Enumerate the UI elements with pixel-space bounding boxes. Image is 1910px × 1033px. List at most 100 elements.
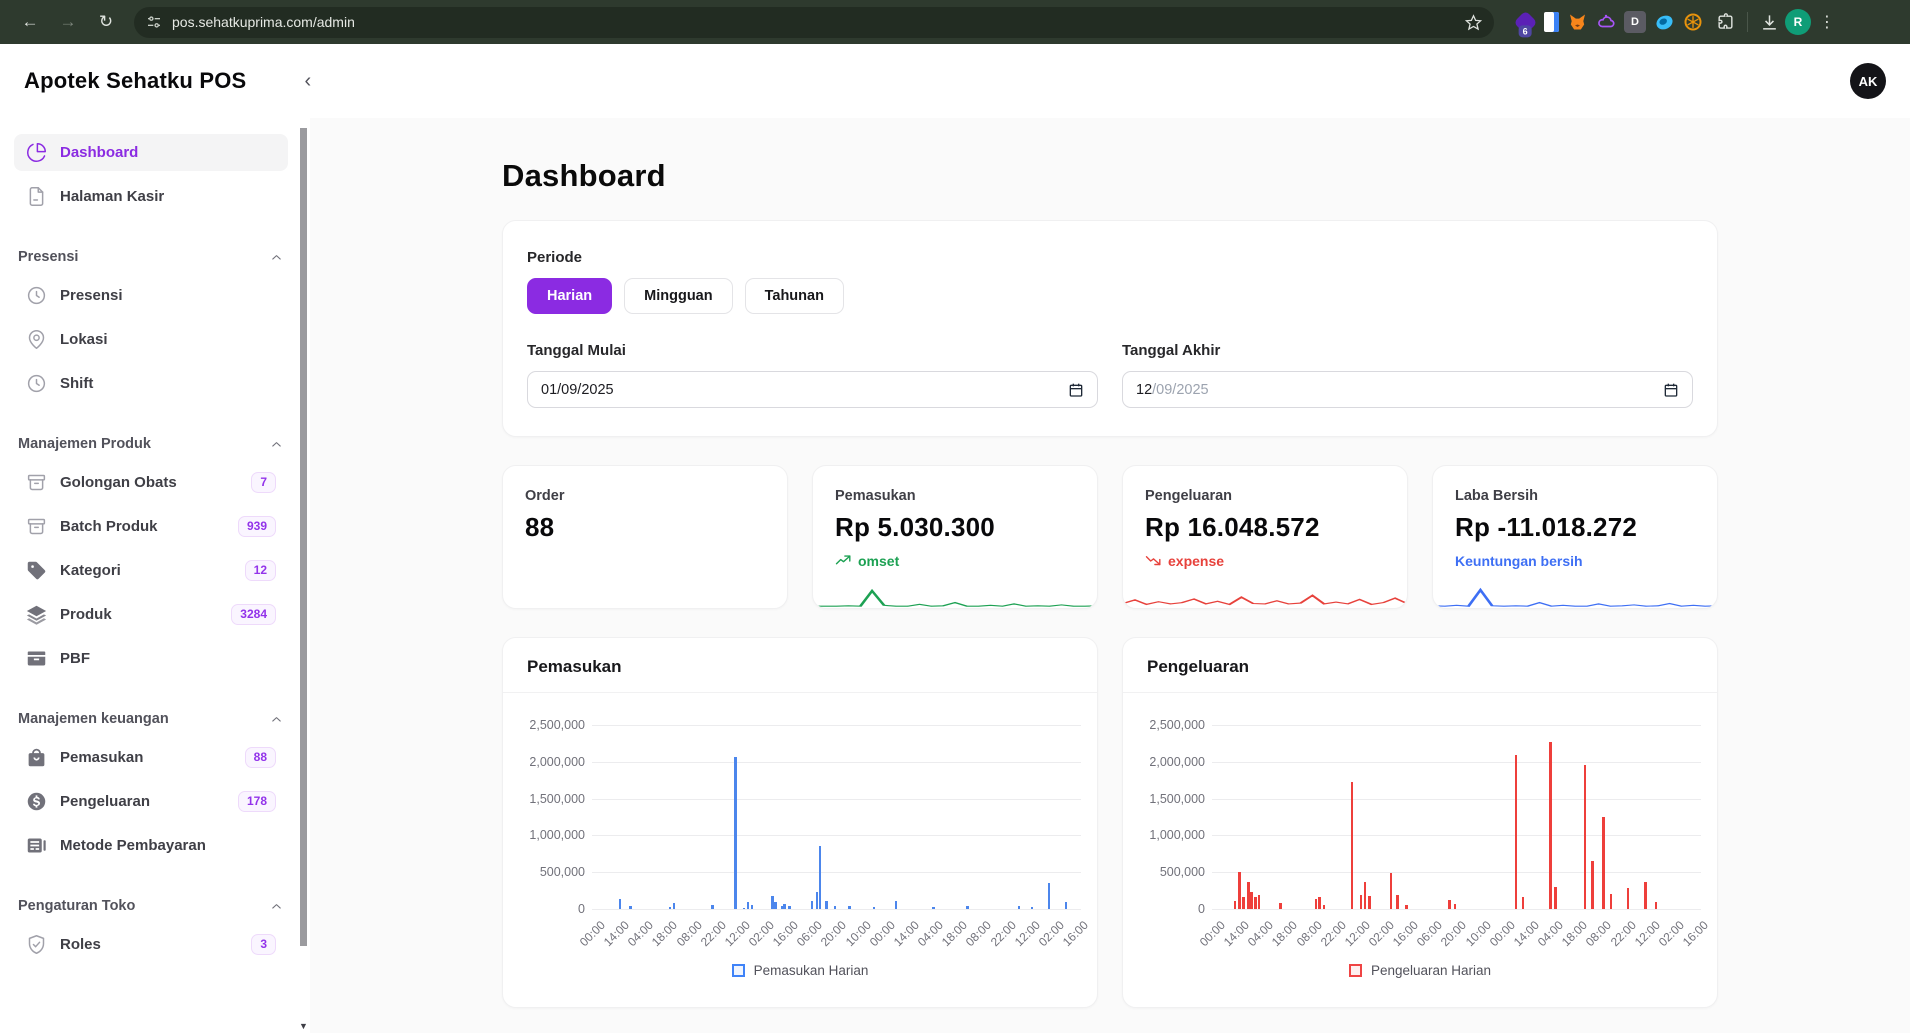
tanggal-akhir-input[interactable]: 12/09/2025 (1122, 371, 1693, 408)
browser-forward-icon[interactable]: → (52, 6, 84, 38)
pemasukan-chart-legend[interactable]: Pemasukan Harian (503, 963, 1097, 978)
count-badge: 12 (245, 560, 276, 580)
bar (1610, 894, 1612, 909)
url-text[interactable]: pos.sehatkuprima.com/admin (172, 14, 1455, 30)
d-letter-extension-icon[interactable]: D (1624, 11, 1646, 33)
y-axis-tick-label: 0 (578, 902, 585, 916)
sparkline (813, 583, 1097, 609)
sidebar-item-kategori[interactable]: Kategori12 (14, 552, 288, 589)
calendar-icon[interactable] (1068, 382, 1084, 398)
period-button-tahunan[interactable]: Tahunan (745, 278, 844, 314)
sidebar-item-label: Shift (60, 375, 276, 392)
chart-title: Pemasukan (503, 638, 1097, 692)
sidebar-item-pbf[interactable]: PBF (14, 640, 288, 677)
bar (1318, 897, 1320, 909)
sidebar-section-presensi[interactable]: Presensi (18, 249, 284, 265)
sidebar-section-manajemen-keuangan[interactable]: Manajemen keuangan (18, 711, 284, 727)
bookmark-star-icon[interactable] (1465, 14, 1482, 31)
period-button-harian[interactable]: Harian (527, 278, 612, 314)
sidebar-item-produk[interactable]: Produk3284 (14, 596, 288, 633)
browser-back-icon[interactable]: ← (14, 6, 46, 38)
chevron-up-icon (269, 899, 284, 914)
sidebar-item-label: Pengeluaran (60, 793, 225, 810)
y-axis-tick-label: 0 (1198, 902, 1205, 916)
download-icon[interactable] (1760, 13, 1779, 32)
clock-icon (26, 285, 47, 306)
extension-badge: 6 (1519, 25, 1532, 37)
stat-value: Rp -11.018.272 (1455, 512, 1695, 543)
sidebar-item-label: Dashboard (60, 144, 276, 161)
period-button-mingguan[interactable]: Mingguan (624, 278, 732, 314)
sparkline (1433, 583, 1717, 609)
browser-profile-avatar[interactable]: R (1785, 9, 1811, 35)
stat-card-laba-bersih: Laba BersihRp -11.018.272Keuntungan bers… (1432, 465, 1718, 609)
x-axis-tick-label: 04:00 (1535, 918, 1566, 949)
x-axis-tick-label: 12:00 (1631, 918, 1662, 949)
address-bar[interactable]: pos.sehatkuprima.com/admin (134, 7, 1494, 38)
sidebar-item-presensi[interactable]: Presensi (14, 277, 288, 314)
gridline (592, 799, 1081, 800)
docs-extension-icon[interactable] (1544, 12, 1559, 32)
x-axis-tick-label: 20:00 (818, 918, 849, 949)
x-axis-tick-label: 20:00 (1438, 918, 1469, 949)
bar (811, 901, 813, 909)
x-axis-tick-label: 08:00 (963, 918, 994, 949)
y-axis-tick-label: 2,500,000 (1149, 718, 1205, 732)
x-axis-tick-label: 18:00 (939, 918, 970, 949)
user-avatar[interactable]: AK (1850, 63, 1886, 99)
sidebar-item-pemasukan[interactable]: Pemasukan88 (14, 739, 288, 776)
stat-value: 88 (525, 512, 765, 543)
scrollbar-thumb[interactable] (300, 128, 307, 946)
kebab-menu-icon[interactable]: ⋮ (1819, 12, 1835, 32)
date-value: 12/09/2025 (1136, 382, 1663, 398)
puzzle-extensions-icon[interactable] (1716, 13, 1735, 32)
honeycomb-extension-icon[interactable] (1682, 11, 1704, 33)
x-axis-tick-label: 16:00 (770, 918, 801, 949)
stat-label: Pengeluaran (1145, 488, 1385, 504)
sidebar-collapse-icon[interactable]: ‹ (304, 71, 311, 91)
sidebar-item-lokasi[interactable]: Lokasi (14, 321, 288, 358)
sidebar-section-manajemen-produk[interactable]: Manajemen Produk (18, 436, 284, 452)
y-axis-tick-label: 1,000,000 (529, 828, 585, 842)
sidebar: Dashboard Halaman Kasir Presensi Presensi Lo… (0, 118, 310, 1033)
x-axis-tick-label: 04:00 (625, 918, 656, 949)
bar (1368, 896, 1370, 909)
periode-label: Periode (527, 249, 1693, 266)
sidebar-item-halaman-kasir[interactable]: Halaman Kasir (14, 178, 288, 215)
sidebar-item-label: Halaman Kasir (60, 188, 276, 205)
y-axis-tick-label: 1,000,000 (1149, 828, 1205, 842)
tune-icon[interactable] (146, 14, 162, 30)
x-axis-tick-label: 08:00 (1583, 918, 1614, 949)
metamask-extension-icon[interactable] (1566, 11, 1588, 33)
pengeluaran-chart-legend[interactable]: Pengeluaran Harian (1123, 963, 1717, 978)
bar (1250, 892, 1252, 909)
gridline (592, 762, 1081, 763)
x-axis-tick-label: 02:00 (746, 918, 777, 949)
disc-extension-icon[interactable] (1653, 11, 1675, 33)
sidebar-item-shift[interactable]: Shift (14, 365, 288, 402)
sidebar-item-golongan-obats[interactable]: Golongan Obats7 (14, 464, 288, 501)
cloud-extension-icon[interactable] (1595, 11, 1617, 33)
sidebar-scrollbar[interactable]: ▼ (299, 118, 308, 1033)
scrollbar-down-arrow-icon[interactable]: ▼ (299, 1021, 308, 1031)
tanggal-mulai-input[interactable]: 01/09/2025 (527, 371, 1098, 408)
x-axis-tick-label: 22:00 (987, 918, 1018, 949)
x-axis-tick-label: 14:00 (1221, 918, 1252, 949)
count-badge: 3 (251, 934, 276, 954)
wallet-extension-icon[interactable]: 6 (1513, 10, 1537, 34)
y-axis-tick-label: 500,000 (540, 865, 585, 879)
sidebar-item-metode-pembayaran[interactable]: Metode Pembayaran (14, 827, 288, 864)
bar (774, 902, 776, 909)
sidebar-item-label: Produk (60, 606, 218, 623)
gridline (1212, 872, 1701, 873)
shopping-bag-icon (26, 747, 47, 768)
sidebar-item-batch-produk[interactable]: Batch Produk939 (14, 508, 288, 545)
sidebar-item-pengeluaran[interactable]: Pengeluaran178 (14, 783, 288, 820)
trending-down-icon (1145, 554, 1162, 568)
sidebar-item-dashboard[interactable]: Dashboard (14, 134, 288, 171)
sidebar-section-pengaturan-toko[interactable]: Pengaturan Toko (18, 898, 284, 914)
browser-reload-icon[interactable]: ↻ (90, 6, 122, 38)
x-axis-tick-label: 08:00 (673, 918, 704, 949)
sidebar-item-roles[interactable]: Roles3 (14, 926, 288, 963)
calendar-icon[interactable] (1663, 382, 1679, 398)
